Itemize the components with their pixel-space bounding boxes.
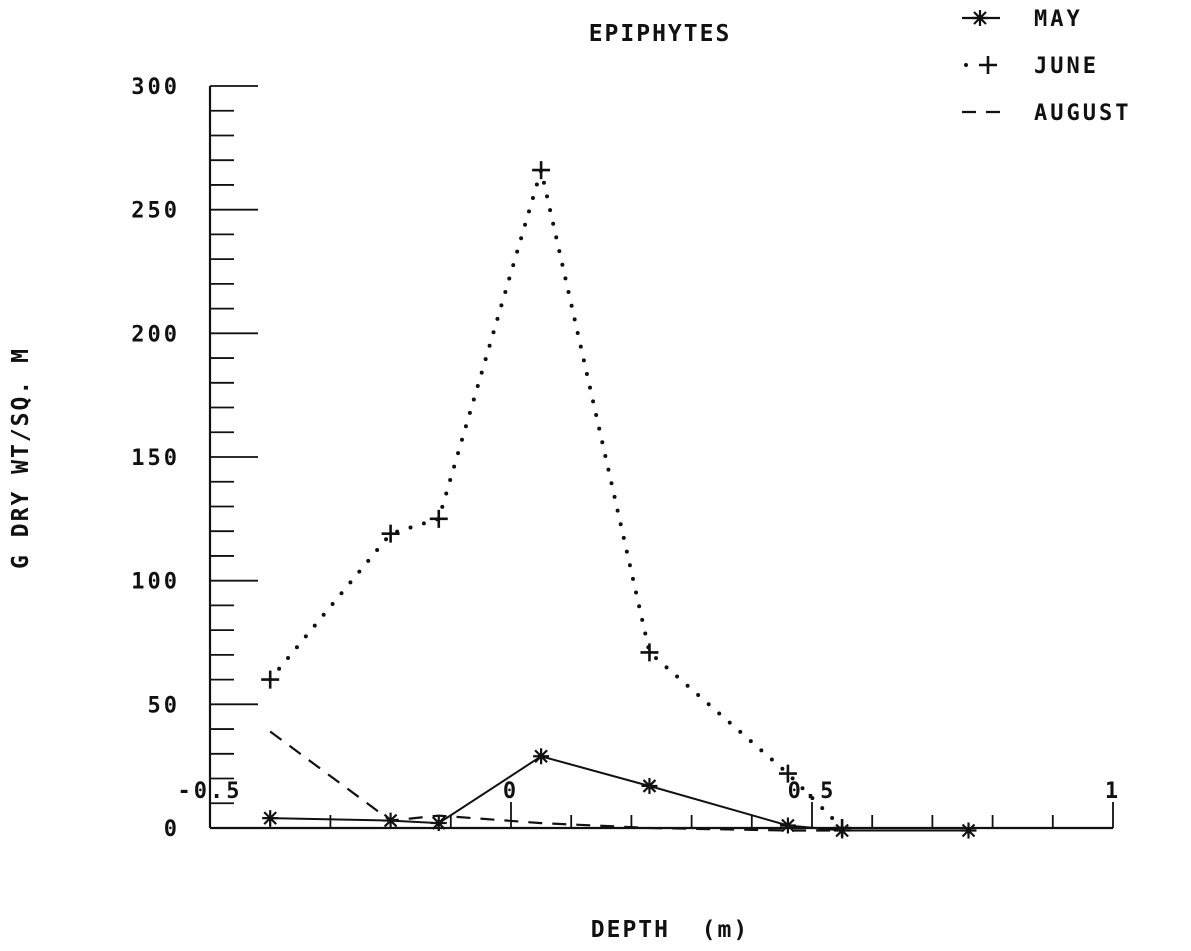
legend: MAY JUNE AUGUST: [962, 7, 1131, 126]
legend-item-may: MAY: [962, 7, 1083, 32]
y-tick-label: 0: [164, 817, 180, 842]
june-marker: [381, 524, 400, 543]
legend-label-august: AUGUST: [1034, 101, 1131, 126]
june-marker: [261, 670, 280, 689]
series-may: [262, 748, 977, 839]
may-marker: [533, 748, 550, 765]
legend-item-august: AUGUST: [962, 101, 1131, 126]
legend-label-may: MAY: [1034, 7, 1083, 32]
may-marker: [430, 815, 447, 832]
legend-label-june: JUNE: [1034, 54, 1099, 79]
series-line-may: [270, 755, 969, 832]
y-tick-label: 300: [131, 75, 180, 100]
june-marker: [979, 56, 997, 74]
june-marker: [532, 161, 551, 180]
legend-item-june: JUNE: [964, 54, 1099, 79]
x-tick-label: -0.5: [178, 779, 243, 804]
x-axis-label: DEPTH (m): [591, 917, 749, 943]
x-tick-label: 0: [503, 779, 519, 804]
chart-title: EPIPHYTES: [589, 21, 732, 47]
may-marker: [262, 810, 279, 827]
june-marker: [640, 643, 659, 662]
series-line-june: [268, 162, 845, 830]
y-tick-label: 150: [131, 446, 180, 471]
y-tick-label: 200: [131, 322, 180, 347]
may-marker: [972, 10, 988, 26]
may-marker: [960, 822, 977, 839]
axes: 0 50 100 150 200 250 300 -0.5 0 0.5 1: [131, 75, 1121, 842]
y-axis-label: G DRY WT/SQ. M: [8, 347, 34, 569]
x-tick-label: 1: [1105, 779, 1121, 804]
x-tick-label: 0.5: [788, 779, 837, 804]
series-june: [261, 161, 852, 837]
y-tick-label: 100: [131, 570, 180, 595]
series-line-august: [269, 730, 843, 832]
y-tick-label: 250: [131, 199, 180, 224]
series-august: [269, 730, 843, 832]
june-marker: [778, 764, 797, 783]
may-marker: [641, 777, 658, 794]
y-tick-label: 50: [148, 693, 181, 718]
june-marker: [429, 509, 448, 528]
series-layer: [261, 161, 977, 839]
may-marker: [779, 817, 796, 834]
june-marker: [833, 819, 852, 837]
